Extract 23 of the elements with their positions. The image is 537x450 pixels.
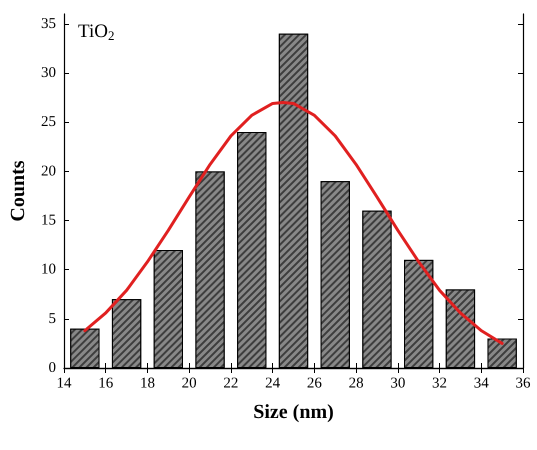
x-tick-label: 16: [98, 376, 114, 392]
y-tick-label: 15: [41, 212, 56, 228]
y-tick-label: 30: [41, 65, 56, 81]
x-tick-label: 32: [432, 376, 448, 392]
y-axis-title: Counts: [7, 160, 29, 222]
y-tick-label: 25: [41, 114, 56, 130]
x-axis-title: Size (nm): [253, 401, 334, 423]
x-tick-label: 20: [182, 376, 197, 392]
x-tick-label: 28: [348, 376, 364, 392]
y-tick-label: 0: [48, 360, 56, 376]
x-tick-label: 14: [56, 376, 72, 392]
x-tick-label: 36: [516, 376, 531, 392]
y-tick-label: 35: [41, 16, 56, 32]
line-series: [83, 101, 504, 345]
x-tick-label: 26: [306, 376, 322, 392]
x-tick-label: 22: [223, 376, 238, 392]
x-tick-label: 24: [265, 376, 281, 392]
y-tick-label: 5: [48, 310, 56, 327]
x-tick-label: 30: [390, 376, 406, 392]
y-tick-label: 20: [41, 163, 56, 180]
x-tick-label: 34: [474, 376, 490, 392]
y-tick-label: 10: [41, 262, 56, 278]
x-tick-label: 18: [140, 376, 155, 392]
